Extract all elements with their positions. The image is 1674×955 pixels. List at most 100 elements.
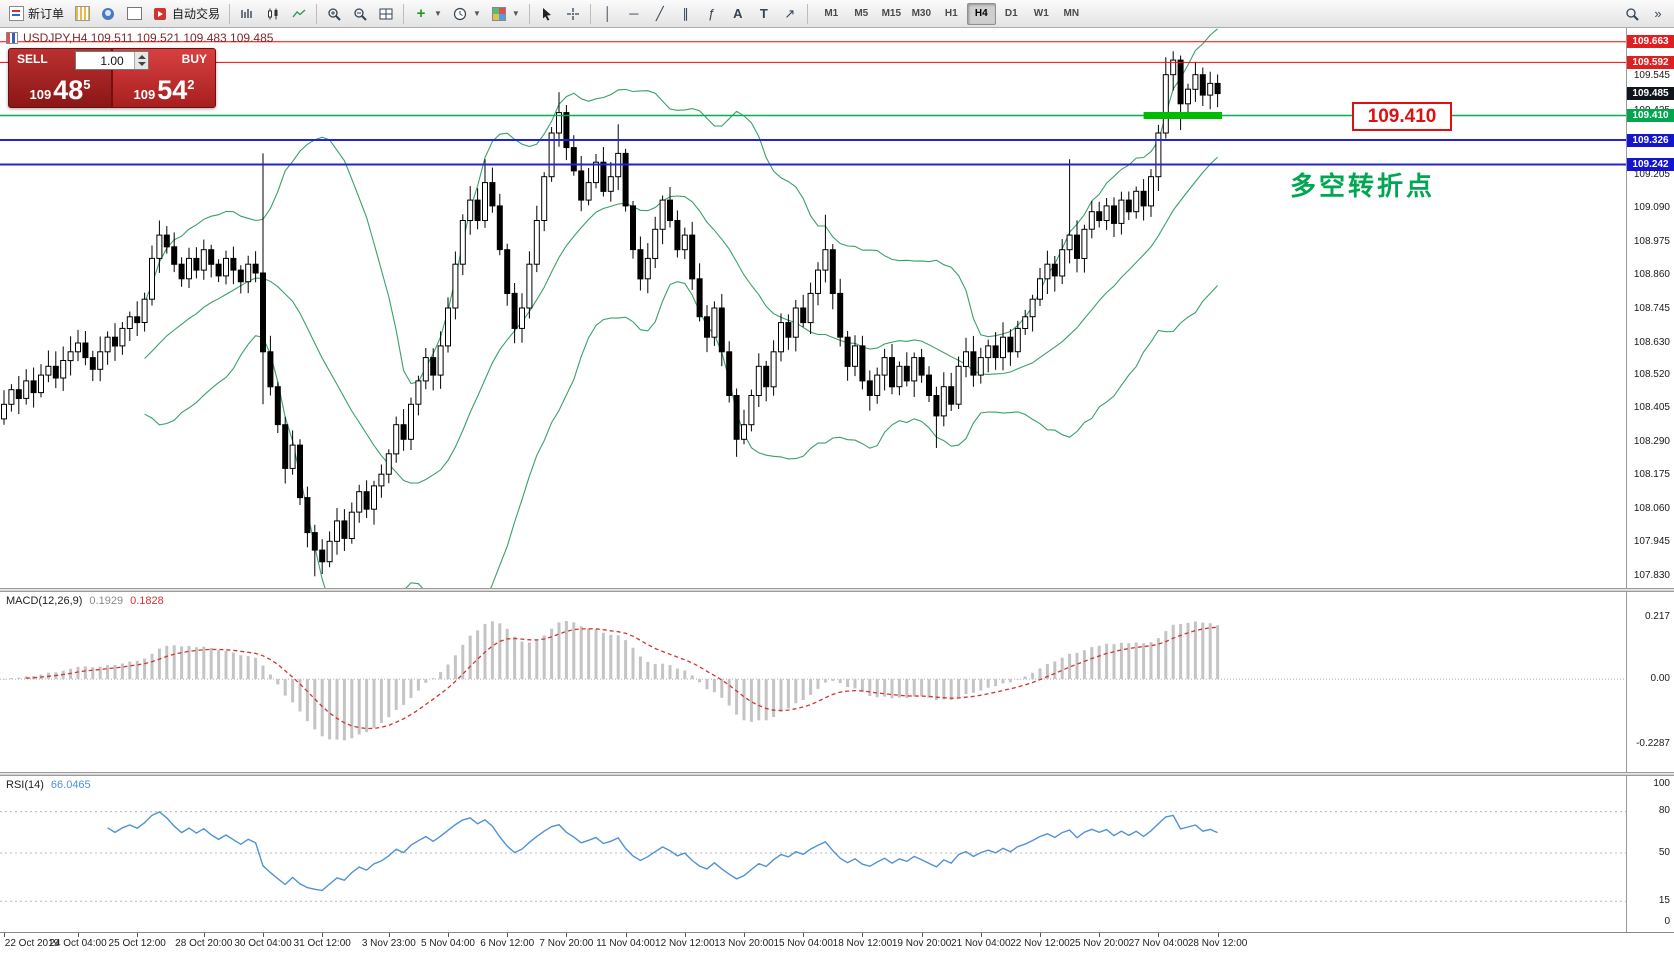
candlestick-icon [265,6,281,22]
time-axis-label: 11 Nov 04:00 [596,938,655,949]
macd-signal-value: 0.1828 [130,595,164,607]
new-chart-button[interactable] [70,3,94,25]
time-axis-label: 7 Nov 20:00 [539,938,594,949]
zoom-in-button[interactable] [322,3,346,25]
macd-panel[interactable]: 0.217 0.00 -0.2287 MACD(12,26,9) 0.1929 0.18… [0,592,1674,772]
macd-canvas[interactable] [0,592,1674,772]
chevron-down-icon: ▼ [472,9,481,18]
time-tick [4,933,5,937]
macd-main-value: 0.1929 [89,595,124,607]
panel-divider[interactable] [0,588,1674,592]
time-axis-label: 28 Nov 12:00 [1187,938,1248,949]
volume-input[interactable]: 1.00 [75,51,149,70]
rsi-canvas[interactable] [0,776,1674,932]
time-tick [263,933,264,937]
time-tick [388,933,390,937]
horizontal-line-icon: ─ [629,6,639,21]
time-axis[interactable]: 22 Oct 2019 24 Oct 04:00 25 Oct 12:00 28 Oc… [0,932,1674,955]
time-tick [684,933,686,937]
zoom-out-button[interactable] [348,3,372,25]
chart-icon [6,32,18,44]
price-flag-label: 109.410 [1352,102,1452,131]
time-tick [203,933,205,937]
time-axis-label: 15 Nov 04:00 [773,938,833,949]
buy-price: 109542 [133,75,195,105]
toolbar-separator [528,3,530,24]
search-button[interactable] [1620,3,1644,25]
templates-icon [491,6,507,22]
volume-spinner [134,52,148,69]
timeframe-h4-button[interactable]: H4 [966,2,996,25]
templates-button[interactable]: ▼ [487,3,524,25]
market-watch-button[interactable] [122,3,146,25]
main-chart-canvas[interactable] [0,28,1674,588]
bar-chart-button[interactable] [235,3,259,25]
rsi-panel[interactable]: 100 80 50 15 0 RSI(14) 66.0465 [0,776,1674,932]
time-axis-label: 6 Nov 12:00 [480,938,535,949]
tile-windows-icon [378,6,394,22]
text-button[interactable]: A [726,3,750,25]
timeframe-mn-button[interactable]: MN [1063,8,1080,19]
zoom-out-icon [352,6,368,22]
annotation-text: 多空转折点 [1290,171,1436,201]
time-tick [803,933,805,937]
arrow-object-icon: ↗ [784,6,796,21]
time-tick [448,933,449,937]
indicators-button[interactable]: + ▼ [409,3,446,25]
tile-windows-button[interactable] [374,3,398,25]
vertical-line-button[interactable]: │ [596,3,620,25]
toolbar-separator [403,3,405,24]
time-tick [625,933,627,937]
rsi-label: RSI(14) 66.0465 [6,779,91,791]
label-icon: T [759,6,768,21]
timeframe-w1-button[interactable]: W1 [1033,8,1049,19]
crosshair-button[interactable] [561,3,585,25]
time-axis-label: 21 Nov 04:00 [951,938,1011,949]
panel-divider[interactable] [0,772,1674,776]
profiles-button[interactable] [96,3,120,25]
fibonacci-icon: ƒ [708,6,716,21]
time-tick [1040,933,1041,937]
timeframe-h1-button[interactable]: H1 [944,8,958,19]
time-tick [1099,933,1101,937]
timeframe-d1-button[interactable]: D1 [1004,8,1018,19]
new-order-button[interactable]: 新订单 [4,3,68,25]
time-axis-label: 3 Nov 23:00 [361,938,416,949]
candlestick-button[interactable] [261,3,285,25]
time-tick [921,933,923,937]
toolbar-separator [229,3,231,24]
toolbar-overflow-button[interactable]: » [1646,3,1670,25]
time-tick [78,933,79,937]
volume-down-button[interactable] [137,62,146,66]
autotrading-button[interactable]: 自动交易 [148,3,224,25]
vertical-line-icon: │ [603,6,612,21]
crosshair-icon [565,6,581,22]
trendline-button[interactable]: ╱ [648,3,672,25]
timeframe-m5-button[interactable]: M5 [854,8,869,19]
toolbar-overflow-icon: » [1654,6,1662,21]
main-chart-panel[interactable]: 109.545 109.425 109.205 109.090 108.975 108.8… [0,28,1674,588]
label-button[interactable]: T [752,3,776,25]
symbol-header: USDJPY,H4 109.511 109.521 109.483 109.48… [6,31,273,45]
periods-button[interactable]: ▼ [448,3,485,25]
time-axis-label: 28 Oct 20:00 [175,938,233,949]
fibonacci-button[interactable]: ƒ [700,3,724,25]
timeframe-m15-button[interactable]: M15 [881,8,902,19]
new-order-icon [8,6,24,22]
volume-value: 1.00 [100,53,124,68]
channel-button[interactable]: ∥ [674,3,698,25]
time-tick [322,933,324,937]
timeframe-m1-button[interactable]: M1 [824,8,839,19]
line-chart-button[interactable] [287,3,311,25]
time-tick [507,933,509,937]
volume-up-button[interactable] [137,55,146,59]
cursor-button[interactable] [535,3,559,25]
time-axis-label: 25 Nov 20:00 [1069,938,1129,949]
toolbar: 新订单 自动交易 + ▼ [0,0,1674,28]
time-tick [1158,933,1160,937]
horizontal-line-button[interactable]: ─ [622,3,646,25]
chevron-down-icon: ▼ [511,9,520,18]
timeframe-m30-button[interactable]: M30 [911,8,932,19]
timeframe-toolbar: M1 M5 M15 M30 H1 H4 D1 W1 MN [817,2,1086,25]
arrows-button[interactable]: ↗ [778,3,802,25]
